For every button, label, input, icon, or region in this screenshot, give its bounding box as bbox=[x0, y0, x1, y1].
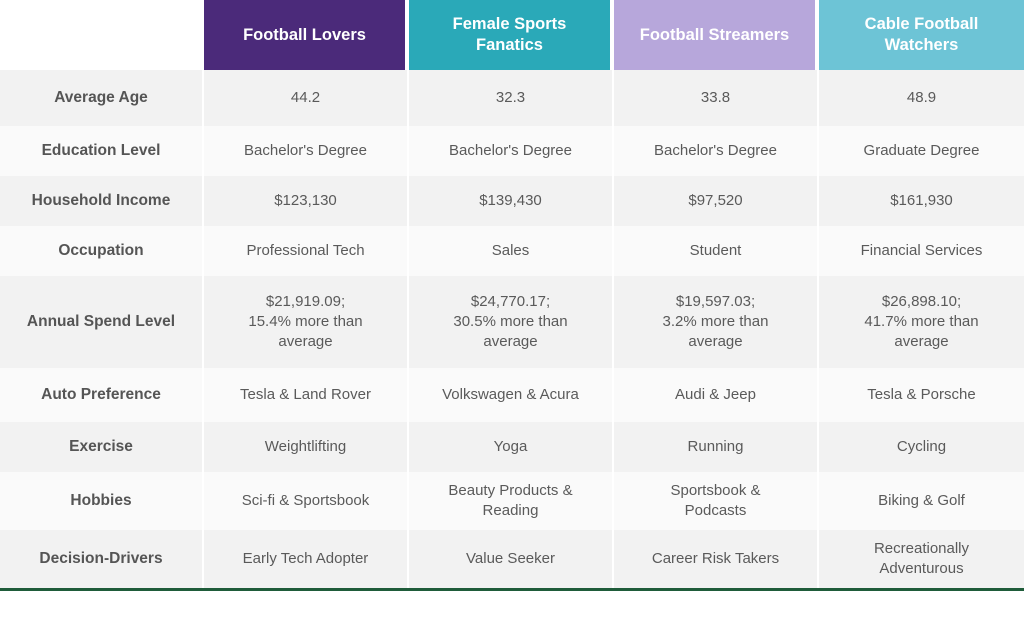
row-label: Decision-Drivers bbox=[0, 530, 204, 588]
row-label: Education Level bbox=[0, 126, 204, 176]
col-header-cable-football-watchers: Cable Football Watchers bbox=[819, 0, 1024, 70]
table-cell: Value Seeker bbox=[409, 530, 614, 588]
table-cell: $97,520 bbox=[614, 176, 819, 226]
table-cell: Biking & Golf bbox=[819, 472, 1024, 530]
table-cell: Bachelor's Degree bbox=[204, 126, 409, 176]
segment-table: Football Lovers Female Sports Fanatics F… bbox=[0, 0, 1024, 591]
row-label: Annual Spend Level bbox=[0, 276, 204, 368]
table-cell: 44.2 bbox=[204, 70, 409, 126]
row-label: Occupation bbox=[0, 226, 204, 276]
table-cell: Weightlifting bbox=[204, 422, 409, 472]
table-cell: Early Tech Adopter bbox=[204, 530, 409, 588]
table-row: Education LevelBachelor's DegreeBachelor… bbox=[0, 126, 1024, 176]
table-cell: $26,898.10; 41.7% more than average bbox=[819, 276, 1024, 368]
row-label: Auto Preference bbox=[0, 368, 204, 422]
table-cell: Tesla & Porsche bbox=[819, 368, 1024, 422]
table-cell: $161,930 bbox=[819, 176, 1024, 226]
table-row: Average Age44.232.333.848.9 bbox=[0, 70, 1024, 126]
table-cell: 32.3 bbox=[409, 70, 614, 126]
table-cell: Bachelor's Degree bbox=[409, 126, 614, 176]
table-cell: Sci-fi & Sportsbook bbox=[204, 472, 409, 530]
table-cell: Volkswagen & Acura bbox=[409, 368, 614, 422]
col-header-female-sports-fanatics: Female Sports Fanatics bbox=[409, 0, 614, 70]
table-row: ExerciseWeightliftingYogaRunningCycling bbox=[0, 422, 1024, 472]
table-cell: $139,430 bbox=[409, 176, 614, 226]
table-cell: Financial Services bbox=[819, 226, 1024, 276]
table-row: Decision-DriversEarly Tech AdopterValue … bbox=[0, 530, 1024, 588]
table-cell: Bachelor's Degree bbox=[614, 126, 819, 176]
table-cell: $123,130 bbox=[204, 176, 409, 226]
table-cell: Recreationally Adventurous bbox=[819, 530, 1024, 588]
table-cell: 33.8 bbox=[614, 70, 819, 126]
table-body: Average Age44.232.333.848.9Education Lev… bbox=[0, 70, 1024, 588]
col-header-football-lovers: Football Lovers bbox=[204, 0, 409, 70]
table-cell: Tesla & Land Rover bbox=[204, 368, 409, 422]
table-cell: Student bbox=[614, 226, 819, 276]
table-cell: $19,597.03; 3.2% more than average bbox=[614, 276, 819, 368]
table-cell: Audi & Jeep bbox=[614, 368, 819, 422]
table-cell: Graduate Degree bbox=[819, 126, 1024, 176]
row-label: Household Income bbox=[0, 176, 204, 226]
header-spacer bbox=[0, 0, 204, 70]
table-row: HobbiesSci-fi & SportsbookBeauty Product… bbox=[0, 472, 1024, 530]
table-cell: Sales bbox=[409, 226, 614, 276]
table-row: OccupationProfessional TechSalesStudentF… bbox=[0, 226, 1024, 276]
table-cell: 48.9 bbox=[819, 70, 1024, 126]
table-row: Annual Spend Level$21,919.09; 15.4% more… bbox=[0, 276, 1024, 368]
col-header-football-streamers: Football Streamers bbox=[614, 0, 819, 70]
table-cell: $24,770.17; 30.5% more than average bbox=[409, 276, 614, 368]
row-label: Average Age bbox=[0, 70, 204, 126]
table-row: Auto PreferenceTesla & Land RoverVolkswa… bbox=[0, 368, 1024, 422]
table-cell: Cycling bbox=[819, 422, 1024, 472]
table-cell: $21,919.09; 15.4% more than average bbox=[204, 276, 409, 368]
table-row: Household Income$123,130$139,430$97,520$… bbox=[0, 176, 1024, 226]
table-cell: Sportsbook & Podcasts bbox=[614, 472, 819, 530]
table-header-row: Football Lovers Female Sports Fanatics F… bbox=[0, 0, 1024, 70]
table-cell: Professional Tech bbox=[204, 226, 409, 276]
table-cell: Beauty Products & Reading bbox=[409, 472, 614, 530]
table-cell: Running bbox=[614, 422, 819, 472]
row-label: Hobbies bbox=[0, 472, 204, 530]
table-cell: Yoga bbox=[409, 422, 614, 472]
table-cell: Career Risk Takers bbox=[614, 530, 819, 588]
row-label: Exercise bbox=[0, 422, 204, 472]
